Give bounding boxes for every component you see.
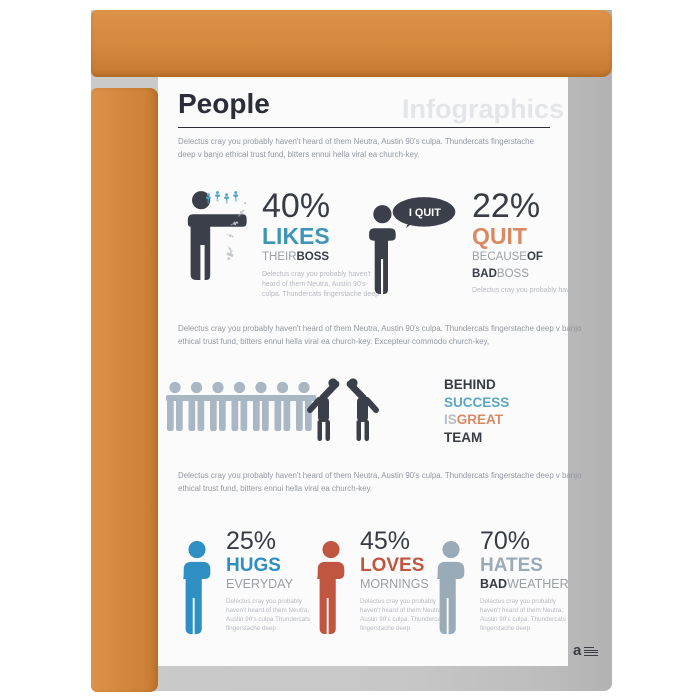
svg-text:I QUIT: I QUIT	[409, 207, 441, 219]
